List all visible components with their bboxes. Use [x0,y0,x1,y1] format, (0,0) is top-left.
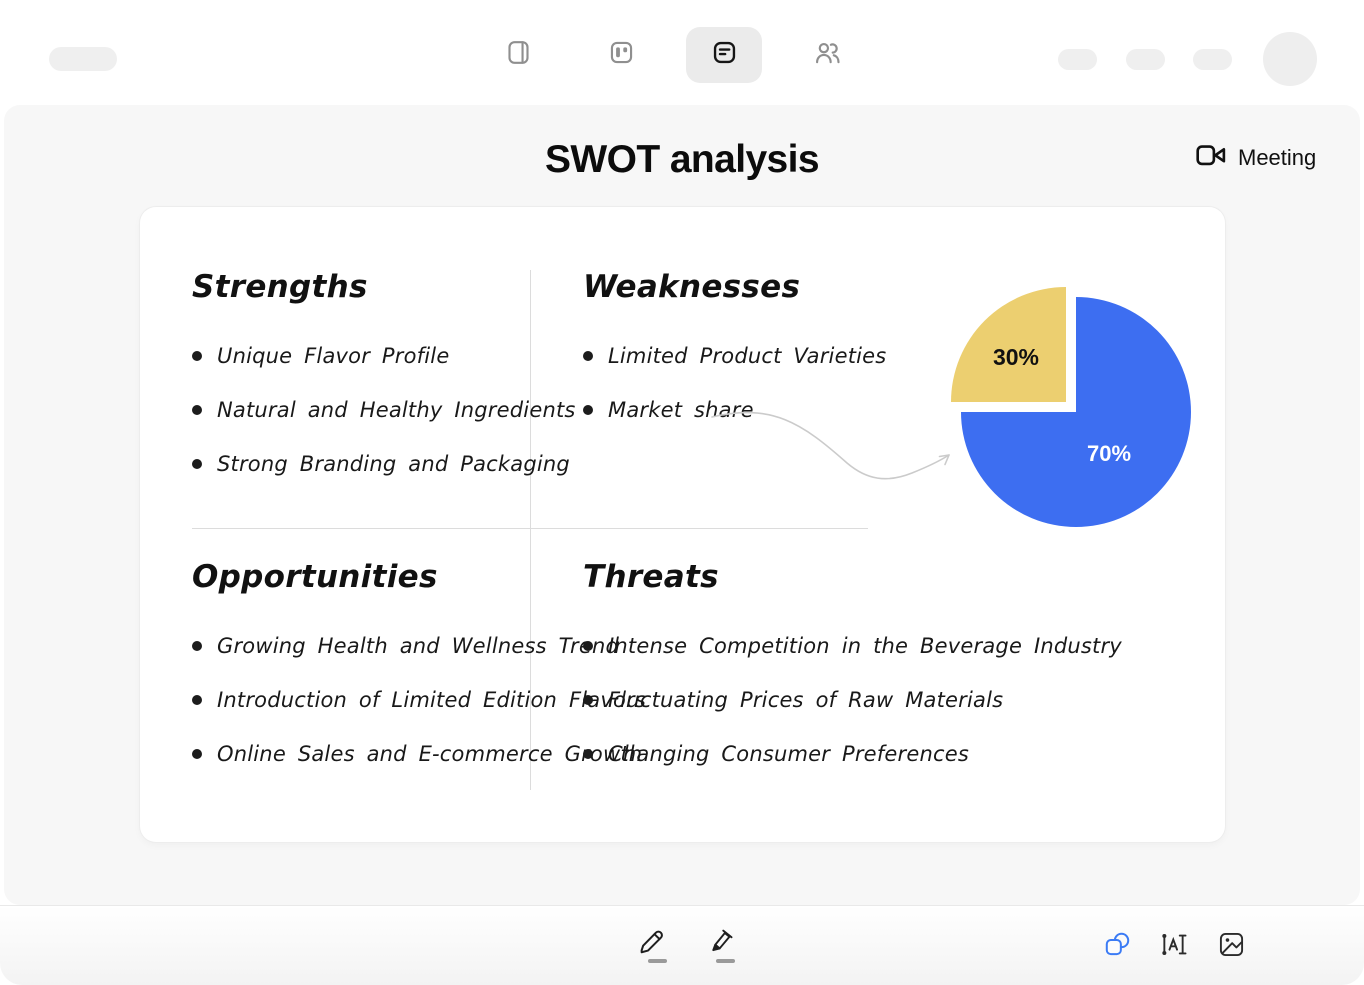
highlighter-icon [702,924,736,963]
list-item: Strong Branding and Packaging [192,451,570,477]
bullet-icon [583,695,593,705]
nav-kanban-button[interactable] [583,27,659,83]
highlighter-tool-button[interactable] [697,924,741,970]
bullet-icon [192,641,202,651]
nav-pages-button[interactable] [480,27,556,83]
list-item: Changing Consumer Preferences [583,741,969,767]
market-share-pie-chart[interactable]: 30% 70% [949,285,1193,529]
shapes-tool-button[interactable] [1095,930,1139,976]
threats-heading: Threats [583,559,719,595]
text-tool-button[interactable] [1151,930,1195,976]
meeting-button-label: Meeting [1238,145,1317,170]
notes-doc-icon [711,39,738,71]
top-bar [0,0,1364,105]
image-icon [1217,930,1246,964]
weaknesses-heading: Weaknesses [583,269,801,305]
meeting-button[interactable]: Meeting [1196,143,1316,173]
bullet-icon [192,405,202,415]
horizontal-divider [192,528,868,529]
list-item: Limited Product Varieties [583,343,886,369]
pie-slice-70[interactable] [961,297,1191,527]
toolbar-placeholder-pill[interactable] [1126,49,1165,70]
opportunities-heading: Opportunities [192,559,438,595]
board-canvas[interactable]: SWOT analysis Meeting Strengths Unique F… [4,105,1360,905]
workspace-name-placeholder[interactable] [49,47,117,71]
avatar[interactable] [1263,32,1317,86]
pen-icon [634,924,668,963]
view-switcher [480,27,865,83]
list-item: Fluctuating Prices of Raw Materials [583,687,1003,713]
list-item: Intense Competition in the Beverage Indu… [583,633,1122,659]
page-title: SWOT analysis [545,138,820,181]
nav-people-button[interactable] [789,27,865,83]
list-item: Online Sales and E-commerce Growth [192,741,642,767]
pie-label-70: 70% [1087,441,1131,466]
list-item: Unique Flavor Profile [192,343,449,369]
vertical-divider [530,270,531,790]
pen-tool-button[interactable] [629,924,673,970]
pages-icon [505,39,532,71]
image-tool-button[interactable] [1209,930,1253,976]
strengths-heading: Strengths [192,269,368,305]
bottom-toolbar [0,905,1364,985]
bullet-icon [192,351,202,361]
video-camera-icon [1196,143,1227,173]
bullet-icon [583,749,593,759]
nav-notes-button[interactable] [686,27,762,83]
list-item: Market share [583,397,754,423]
highlighter-color-underline [715,959,735,963]
text-icon [1159,930,1188,964]
bullet-icon [583,405,593,415]
kanban-board-icon [608,39,635,71]
people-icon [813,38,842,72]
list-item: Growing Health and Wellness Trend [192,633,619,659]
bullet-icon [583,641,593,651]
pie-label-30: 30% [993,344,1039,370]
list-item: Natural and Healthy Ingredients [192,397,576,423]
bullet-icon [192,749,202,759]
bullet-icon [583,351,593,361]
pie-slice-30[interactable] [951,287,1066,402]
list-item: Introduction of Limited Edition Flavors [192,687,646,713]
pen-color-underline [647,959,667,963]
bullet-icon [192,695,202,705]
toolbar-placeholder-pill[interactable] [1193,49,1232,70]
bullet-icon [192,459,202,469]
shapes-icon [1103,930,1132,964]
swot-card[interactable]: Strengths Unique Flavor Profile Natural … [140,207,1225,842]
toolbar-placeholder-pill[interactable] [1058,49,1097,70]
